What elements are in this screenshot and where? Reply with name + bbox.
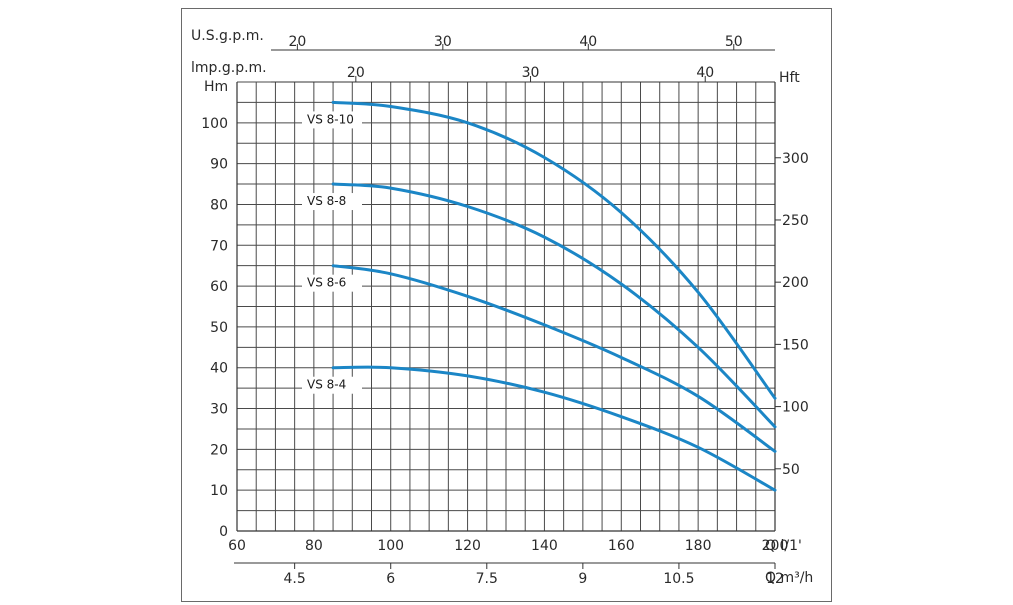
y-left-tick-label: 70 [210,238,228,254]
usgpm-tick-label: 20 [288,34,306,50]
curve-vs-8-4 [331,365,777,492]
curve-label-vs-8-8: VS 8-8 [307,194,346,208]
y-left-tick-label: 10 [210,483,228,499]
impgpm-tick-label: 30 [522,65,540,81]
x-m3h-tick-label: 9 [578,571,587,587]
y-left-tick-label: 0 [219,524,228,540]
curve-label-vs-8-10: VS 8-10 [307,112,354,126]
x-primary-tick-label: 120 [454,538,481,554]
y-left-axis-label: Hm [204,79,228,95]
y-left-tick-label: 50 [210,320,228,336]
x-primary-tick-label: 80 [305,538,323,554]
x-m3h-tick-label: 12 [766,571,784,587]
y-left-tick-label: 40 [210,361,228,377]
y-left-tick-label: 90 [210,157,228,173]
curve-label-vs-8-6: VS 8-6 [307,276,346,290]
x-primary-tick-label: 180 [685,538,712,554]
impgpm-axis-label: lmp.g.p.m. [191,60,267,76]
usgpm-tick-label: 50 [725,34,743,50]
x-primary-tick-label: 60 [228,538,246,554]
x-m3h-tick-label: 7.5 [476,571,498,587]
y-right-tick-label: 100 [782,400,809,416]
y-right-tick-label: 200 [782,275,809,291]
curve-label-background [302,111,362,129]
curve-label-vs-8-4: VS 8-4 [307,378,346,392]
y-right-axis-label: Hft [779,70,800,86]
curve-label-background [302,274,362,292]
usgpm-tick-label: 30 [434,34,452,50]
x-primary-tick-label: 200 [762,538,789,554]
usgpm-tick-label: 40 [579,34,597,50]
y-right-tick-label: 300 [782,151,809,167]
curve-labels: VS 8-10 VS 8-8 VS 8-6 VS 8-4 [302,111,362,394]
chart-frame [181,8,832,602]
y-left-tick-label: 80 [210,197,228,213]
y-left-tick-label: 30 [210,402,228,418]
y-left-tick-label: 100 [201,116,228,132]
curve-vs-8-10 [331,100,777,400]
x-m3h-tick-label: 10.5 [663,571,694,587]
y-left-tick-label: 60 [210,279,228,295]
y-right-tick-label: 150 [782,337,809,353]
x-primary-axis-label: Q l/1' [765,538,802,554]
impgpm-tick-label: 40 [696,65,714,81]
y-left-tick-label: 20 [210,442,228,458]
impgpm-tick-label: 20 [347,65,365,81]
curves [331,100,777,492]
usgpm-axis-label: U.S.g.p.m. [191,28,264,44]
x-m3h-axis-label: Q m³/h [765,570,813,586]
y-right-tick-label: 250 [782,213,809,229]
curve-vs-8-6 [331,264,777,453]
x-primary-tick-label: 160 [608,538,635,554]
curve-label-background [302,376,362,394]
axes [234,44,781,569]
curve-label-background [302,193,362,211]
y-right-tick-label: 50 [782,462,800,478]
x-primary-tick-label: 140 [531,538,558,554]
x-m3h-tick-label: 6 [386,571,395,587]
curve-vs-8-8 [331,182,777,429]
x-primary-tick-label: 100 [377,538,404,554]
x-m3h-tick-label: 4.5 [284,571,306,587]
